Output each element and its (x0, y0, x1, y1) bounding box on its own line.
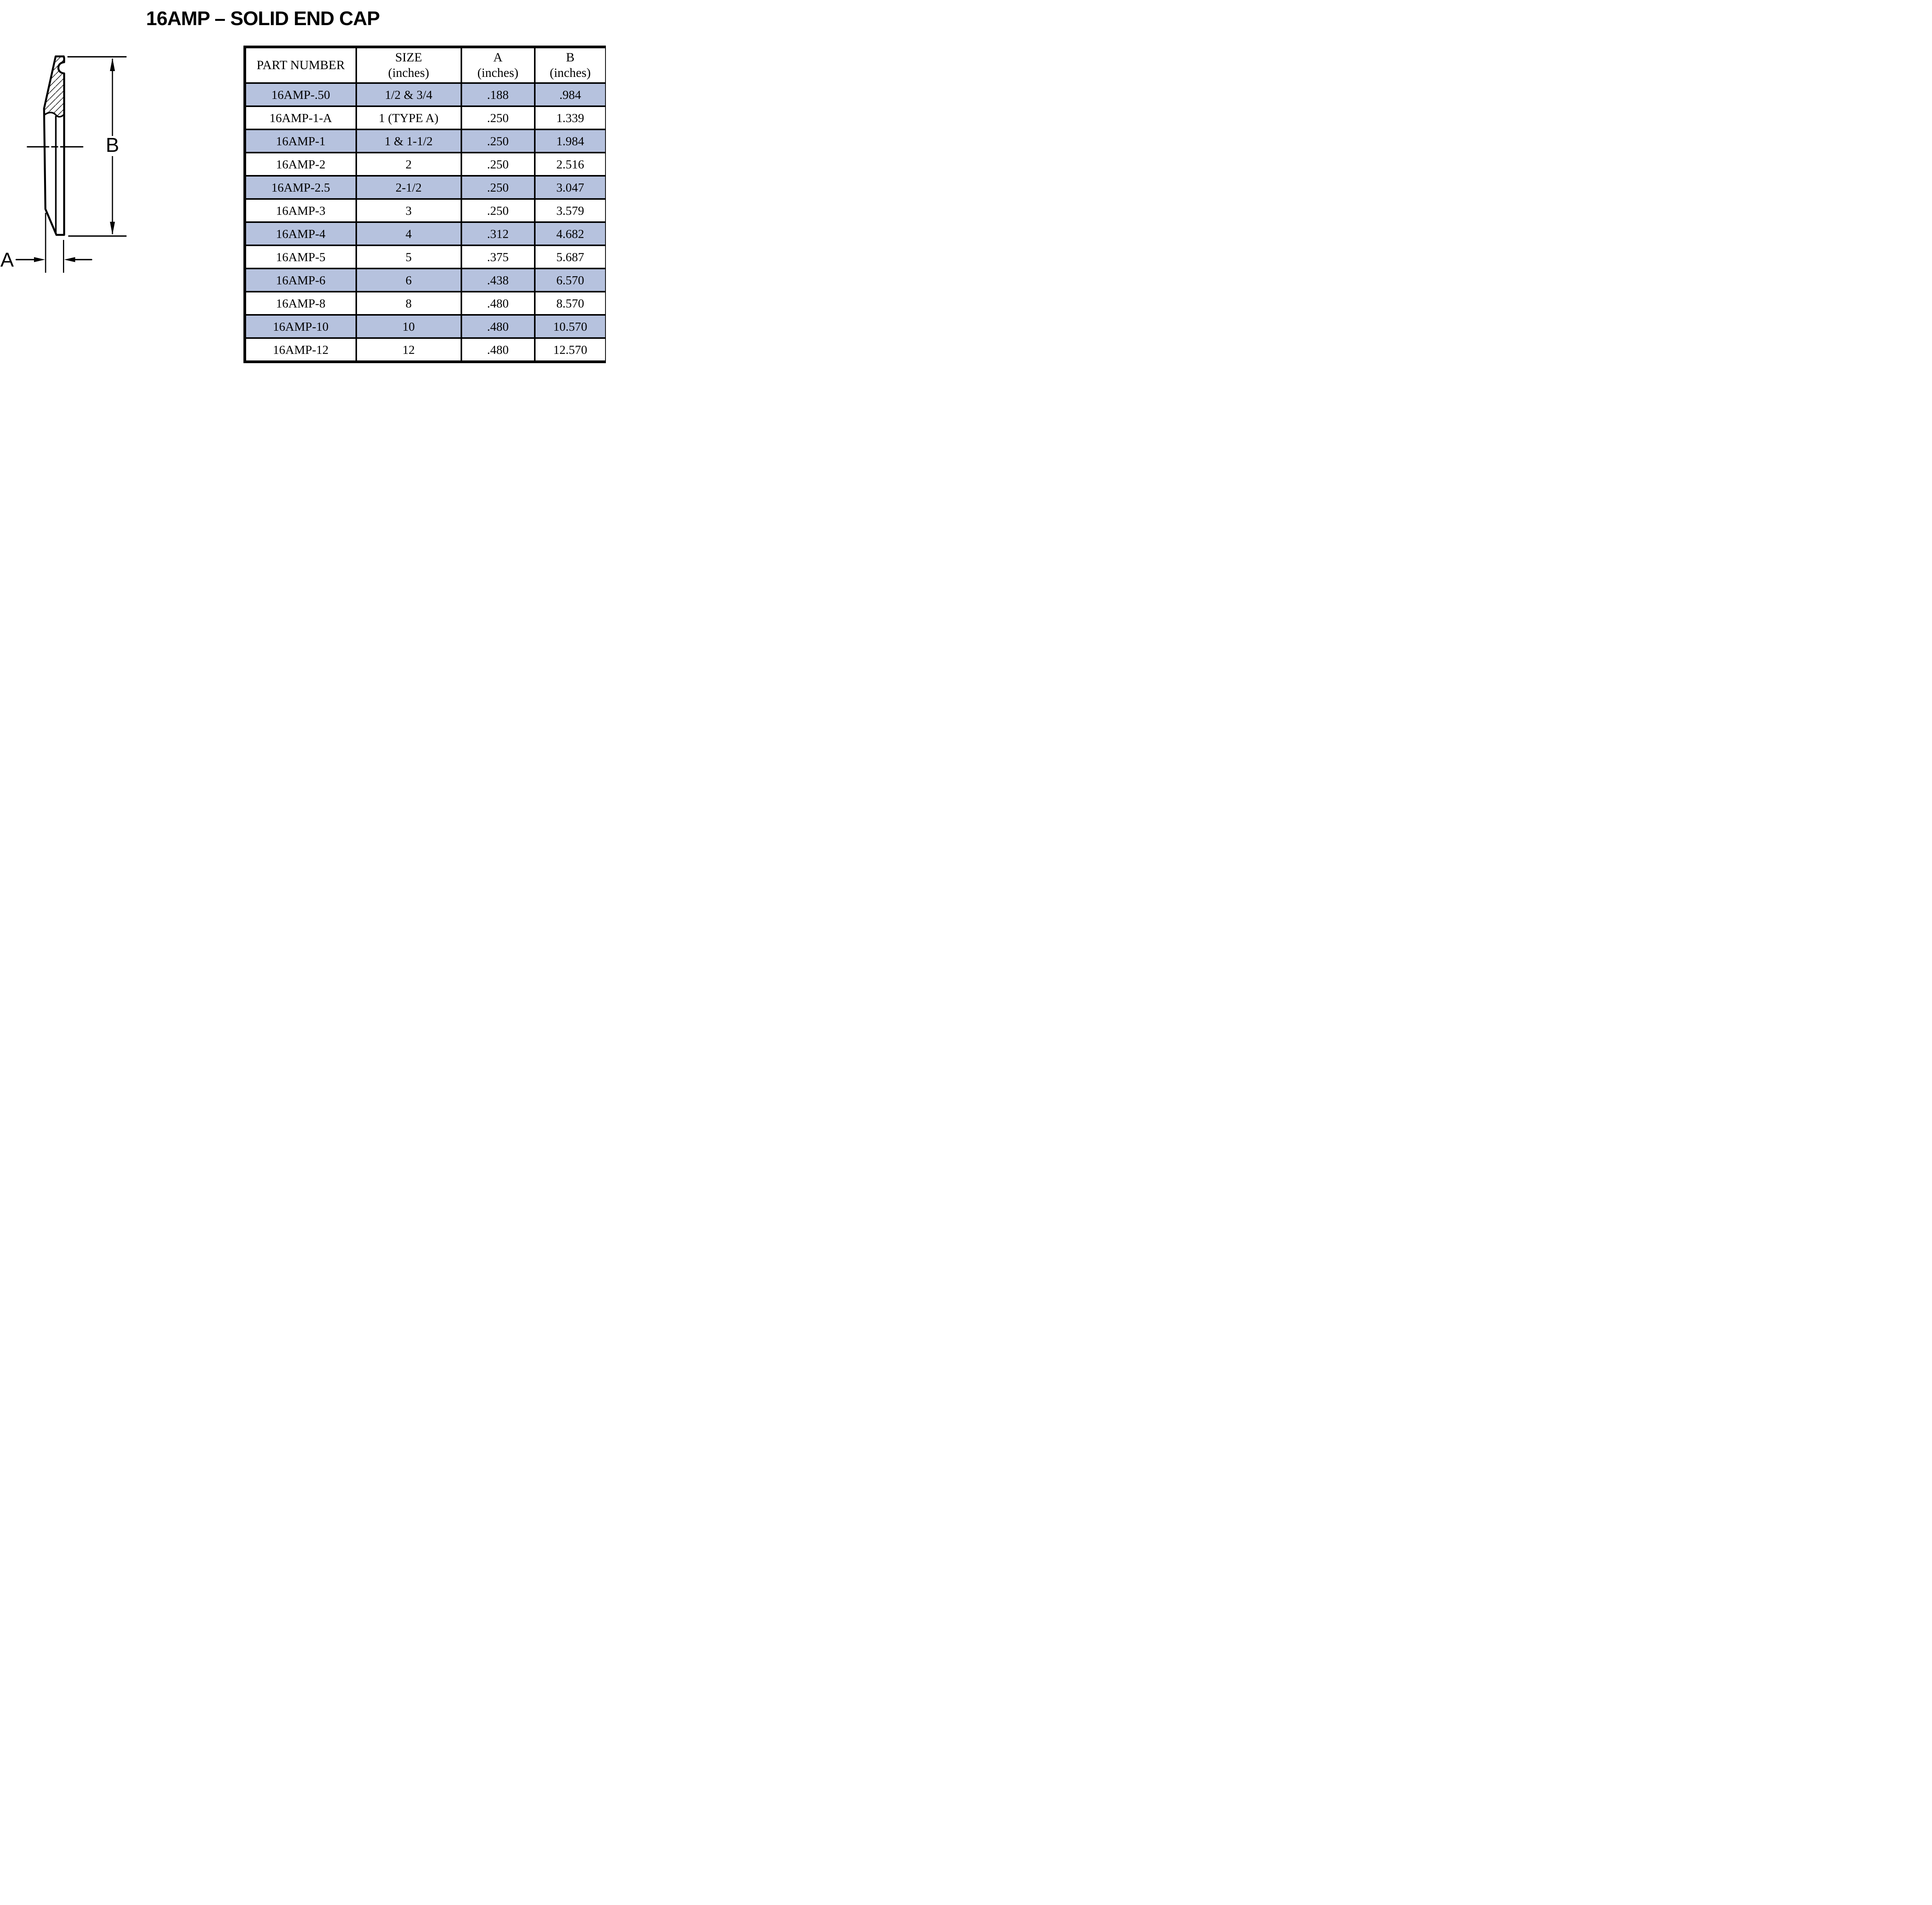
column-header: SIZE (inches) (355, 46, 462, 84)
table-cell: 16AMP-4 (244, 221, 357, 246)
table-cell: .438 (460, 268, 536, 292)
spec-table-container: PART NUMBER SIZE (inches) A (inches) B (inches… (243, 46, 606, 363)
table-cell: 16AMP-2 (244, 152, 357, 177)
arrowhead-up-icon (110, 58, 115, 71)
table-cell: 6.570 (534, 268, 606, 292)
table-row: 16AMP-2 2.250 2.516 (244, 152, 606, 177)
table-cell: 16AMP-1-A (244, 105, 357, 130)
table-row: 16AMP-2.5 2-1/2.250 3.047 (244, 175, 606, 200)
arrowhead-left-icon (64, 257, 75, 262)
table-cell: 16AMP-5 (244, 245, 357, 269)
column-header: B (inches) (534, 46, 606, 84)
table-row: 16AMP-10 10.480 10.570 (244, 314, 606, 339)
arrowhead-right-icon (34, 257, 45, 262)
table-cell: 4 (355, 221, 462, 246)
table-cell: .250 (460, 152, 536, 177)
dimension-a-label: A (0, 249, 14, 271)
table-cell: 1/2 & 3/4 (355, 82, 462, 107)
table-cell: .250 (460, 105, 536, 130)
table-cell: 2.516 (534, 152, 606, 177)
table-cell: .480 (460, 337, 536, 363)
dimension-a: A (0, 213, 92, 273)
table-cell: 8.570 (534, 291, 606, 316)
spec-table-header: PART NUMBER SIZE (inches) A (inches) B (inches… (244, 46, 606, 84)
table-cell: 10 (355, 314, 462, 339)
dimension-b-label: B (106, 134, 119, 156)
end-cap-cross-section-diagram: B A (0, 55, 127, 273)
arrowhead-down-icon (110, 222, 115, 235)
table-row: 16AMP-12 12.480 12.570 (244, 337, 606, 363)
spec-table: PART NUMBER SIZE (inches) A (inches) B (inches… (243, 46, 606, 363)
table-cell: 5 (355, 245, 462, 269)
table-cell: 16AMP-2.5 (244, 175, 357, 200)
table-cell: .250 (460, 129, 536, 153)
header-row: PART NUMBER SIZE (inches) A (inches) B (inches… (244, 46, 606, 84)
table-cell: 2 (355, 152, 462, 177)
table-cell: .480 (460, 314, 536, 339)
table-cell: 6 (355, 268, 462, 292)
table-row: 16AMP-1-A 1 (TYPE A) .250 1.339 (244, 105, 606, 130)
table-cell: 16AMP-8 (244, 291, 357, 316)
spec-table-body: 16AMP-.50 1/2 & 3/4.188.984 16AMP-1-A 1 (TY… (244, 82, 606, 363)
table-row: 16AMP-8 8.480 8.570 (244, 291, 606, 316)
table-cell: .375 (460, 245, 536, 269)
table-cell: 16AMP-3 (244, 198, 357, 223)
column-header: A (inches) (460, 46, 536, 84)
table-cell: .312 (460, 221, 536, 246)
table-cell: .188 (460, 82, 536, 107)
table-cell: 10.570 (534, 314, 606, 339)
table-cell: 5.687 (534, 245, 606, 269)
break-line (43, 112, 65, 118)
table-cell: 16AMP-.50 (244, 82, 357, 107)
table-cell: 4.682 (534, 221, 606, 246)
table-cell: .250 (460, 198, 536, 223)
table-cell: 1 & 1-1/2 (355, 129, 462, 153)
table-row: 16AMP-3 3.250 3.579 (244, 198, 606, 223)
table-cell: 12.570 (534, 337, 606, 363)
table-cell: 16AMP-1 (244, 129, 357, 153)
table-cell: 2-1/2 (355, 175, 462, 200)
table-cell: 12 (355, 337, 462, 363)
table-cell: 16AMP-10 (244, 314, 357, 339)
table-cell: 1.984 (534, 129, 606, 153)
table-cell: 1.339 (534, 105, 606, 130)
table-cell: 16AMP-6 (244, 268, 357, 292)
catalog-page: 16AMP – SOLID END CAP (0, 0, 606, 373)
table-cell: 3.579 (534, 198, 606, 223)
dimension-b: B (67, 56, 127, 237)
table-cell: 3 (355, 198, 462, 223)
table-cell: 3.047 (534, 175, 606, 200)
table-cell: 8 (355, 291, 462, 316)
table-row: 16AMP-1 1 & 1-1/2.250 1.984 (244, 129, 606, 153)
page-title: 16AMP – SOLID END CAP (146, 7, 380, 29)
table-cell: 1 (TYPE A) (355, 105, 462, 130)
table-cell: .480 (460, 291, 536, 316)
table-row: 16AMP-5 5.375 5.687 (244, 245, 606, 269)
table-row: 16AMP-.50 1/2 & 3/4.188.984 (244, 82, 606, 107)
part-outline (43, 55, 65, 236)
table-cell: .984 (534, 82, 606, 107)
table-cell: 16AMP-12 (244, 337, 357, 363)
table-row: 16AMP-4 4.312 4.682 (244, 221, 606, 246)
table-cell: .250 (460, 175, 536, 200)
column-header: PART NUMBER (244, 46, 357, 84)
table-row: 16AMP-6 6.438 6.570 (244, 268, 606, 292)
